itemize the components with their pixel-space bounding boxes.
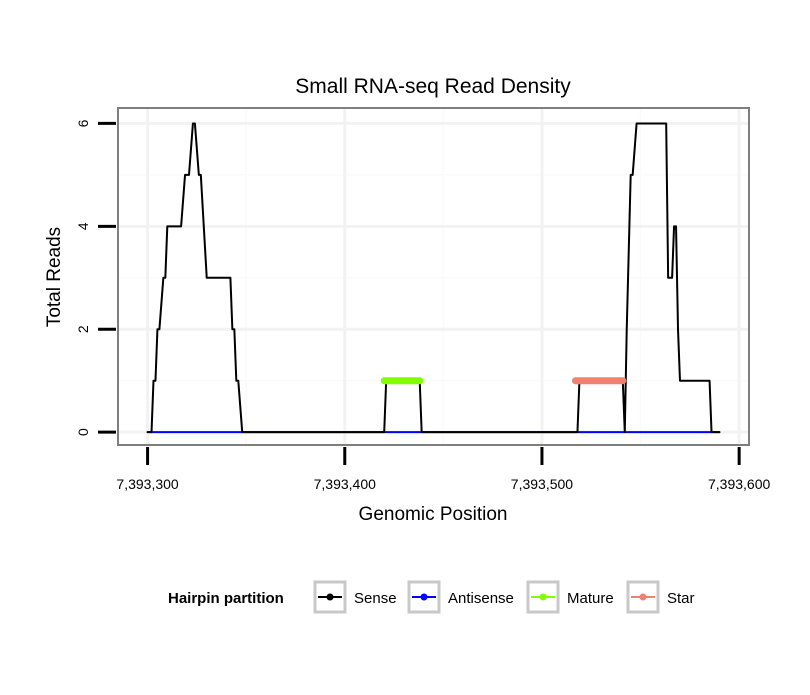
legend-label-mature: Mature (567, 590, 614, 607)
legend-item-mature: Mature (526, 580, 614, 614)
y-tick-label: 6 (75, 119, 91, 127)
series-layer (146, 122, 721, 434)
legend: Hairpin partition Sense Antisense Mature… (168, 580, 695, 614)
legend-label-star: Star (667, 590, 695, 607)
y-axis: 0 2 4 6 (75, 119, 116, 436)
series-line-sense (146, 122, 721, 434)
y-axis-label: Total Reads (44, 227, 65, 327)
legend-item-sense: Sense (313, 580, 397, 614)
legend-label-antisense: Antisense (448, 590, 514, 607)
y-tick-label: 4 (75, 222, 91, 230)
legend-title: Hairpin partition (168, 590, 284, 607)
legend-dot-mature (539, 593, 547, 601)
legend-item-star: Star (626, 580, 695, 614)
x-axis: 7,393,300 7,393,400 7,393,500 7,393,600 (116, 447, 770, 492)
legend-dot-star (639, 593, 647, 601)
x-axis-label: Genomic Position (359, 504, 508, 525)
x-tick-label: 7,393,400 (314, 476, 376, 492)
chart-title: Small RNA-seq Read Density (295, 75, 571, 98)
y-tick-label: 0 (75, 428, 91, 436)
legend-item-antisense: Antisense (407, 580, 514, 614)
x-tick-label: 7,393,300 (116, 476, 178, 492)
legend-dot-sense (326, 593, 334, 601)
x-tick-label: 7,393,600 (708, 476, 770, 492)
x-tick-label: 7,393,500 (511, 476, 573, 492)
legend-dot-antisense (420, 593, 428, 601)
y-tick-label: 2 (75, 325, 91, 333)
plot-panel-border (117, 107, 750, 446)
legend-label-sense: Sense (354, 590, 397, 607)
